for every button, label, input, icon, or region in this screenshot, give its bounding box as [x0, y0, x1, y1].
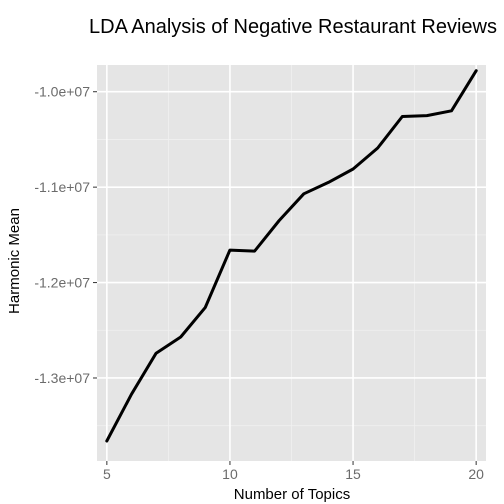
- y-tick-label: -1.1e+07: [34, 179, 90, 195]
- y-tick-label: -1.0e+07: [34, 84, 90, 100]
- grid-lines: [97, 65, 486, 461]
- y-tick-label: -1.3e+07: [34, 370, 90, 386]
- x-tick-label: 5: [103, 466, 111, 482]
- y-tick-label: -1.2e+07: [34, 275, 90, 291]
- y-axis-title: Harmonic Mean: [6, 208, 23, 314]
- series-line: [105, 69, 478, 443]
- x-axis-title: Number of Topics: [234, 486, 350, 503]
- x-axis-ticks: 5 10 15 20: [103, 461, 484, 482]
- x-tick-label: 20: [468, 466, 484, 482]
- chart-title: LDA Analysis of Negative Restaurant Revi…: [89, 16, 497, 38]
- y-axis-ticks: -1.3e+07 -1.2e+07 -1.1e+07 -1.0e+07: [34, 84, 97, 386]
- x-tick-label: 15: [345, 466, 361, 482]
- x-tick-label: 10: [222, 466, 238, 482]
